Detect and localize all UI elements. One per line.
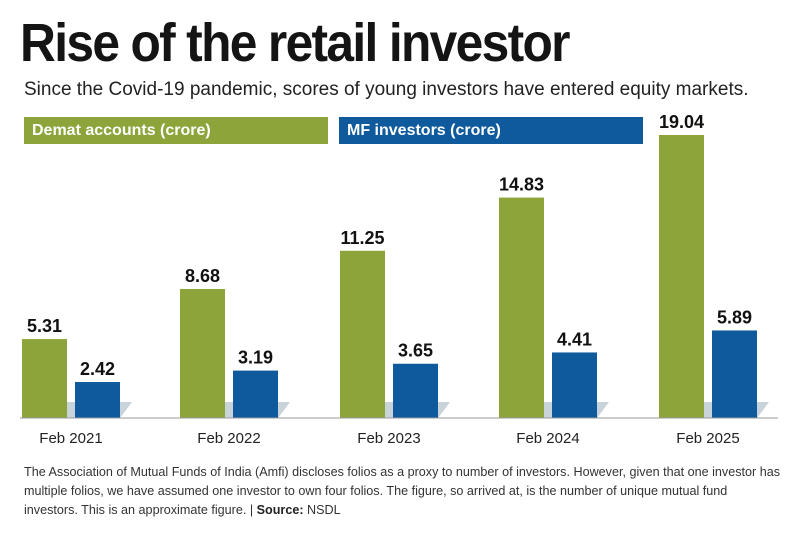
bar-demat <box>180 288 225 418</box>
chart-subtitle: Since the Covid-19 pandemic, scores of y… <box>24 79 749 100</box>
value-label-mf: 5.89 <box>717 307 752 327</box>
value-label-demat: 19.04 <box>659 112 704 132</box>
bar-mf <box>552 352 597 418</box>
footnote-text: The Association of Mutual Funds of India… <box>24 465 780 517</box>
bar-demat <box>499 197 544 418</box>
bar-mf <box>712 330 757 418</box>
legend-mf: MF investors (crore) <box>339 117 643 144</box>
bar-demat <box>340 250 385 418</box>
source-label: Source: <box>256 503 304 517</box>
x-tick-label: Feb 2024 <box>516 430 579 447</box>
value-label-demat: 5.31 <box>27 316 62 336</box>
bar-demat <box>22 339 67 418</box>
x-tick-label: Feb 2022 <box>197 430 260 447</box>
value-label-demat: 8.68 <box>185 266 220 286</box>
legend-demat: Demat accounts (crore) <box>24 117 328 144</box>
footnote: The Association of Mutual Funds of India… <box>24 463 784 520</box>
value-label-mf: 4.41 <box>557 329 592 349</box>
legend-demat-label: Demat accounts (crore) <box>32 122 211 139</box>
value-label-demat: 11.25 <box>340 228 384 248</box>
value-label-mf: 3.19 <box>238 348 273 368</box>
bar-mf <box>393 363 438 418</box>
x-tick-label: Feb 2021 <box>39 430 102 447</box>
source-value: NSDL <box>307 503 341 517</box>
bar-mf <box>75 382 120 418</box>
value-label-mf: 3.65 <box>398 341 433 361</box>
value-label-mf: 2.42 <box>80 359 115 379</box>
chart-title: Rise of the retail investor <box>20 13 571 73</box>
bar-mf <box>233 370 278 418</box>
legend-mf-label: MF investors (crore) <box>347 122 501 139</box>
x-tick-label: Feb 2023 <box>357 430 420 447</box>
value-label-demat: 14.83 <box>499 175 544 195</box>
bar-demat <box>659 135 704 418</box>
bar-chart: 5.31 2.42 Feb 2021 8.68 3.19 Feb 2022 11.25 3.6… <box>20 112 778 447</box>
x-tick-label: Feb 2025 <box>676 430 739 447</box>
